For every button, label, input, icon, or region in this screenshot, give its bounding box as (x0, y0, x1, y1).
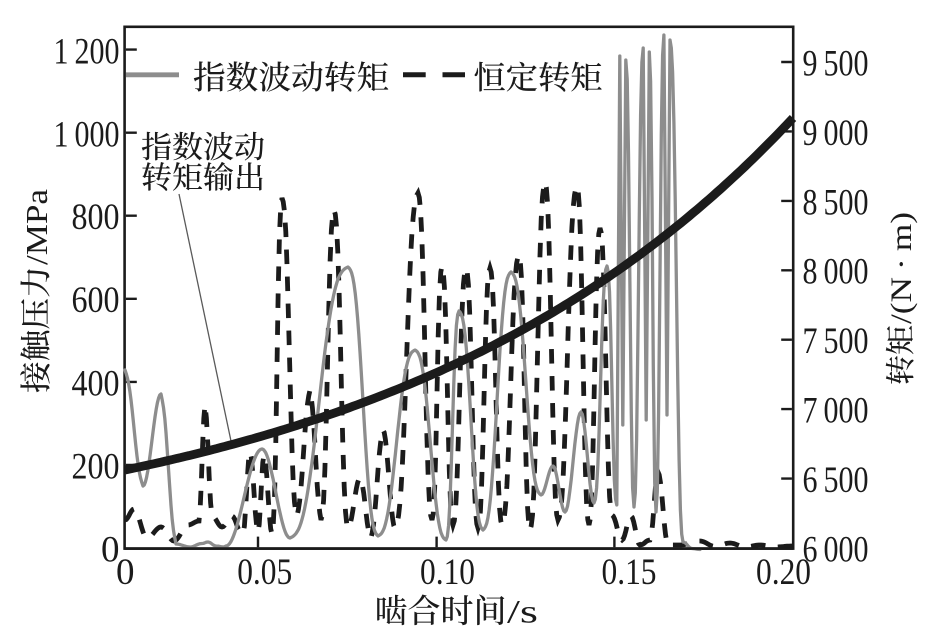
svg-text:1 200: 1 200 (54, 31, 120, 72)
svg-text:8 000: 8 000 (803, 252, 869, 293)
svg-text:9 000: 9 000 (803, 113, 869, 154)
svg-text:/MPa: /MPa (19, 189, 54, 265)
svg-text:7 000: 7 000 (803, 391, 869, 432)
svg-text:1 000: 1 000 (54, 114, 120, 155)
svg-text:7 500: 7 500 (803, 321, 869, 362)
svg-text:9 500: 9 500 (803, 43, 869, 84)
svg-text:/(N · m): /(N · m) (885, 212, 918, 324)
svg-text:/s: /s (507, 595, 538, 631)
svg-text:6 500: 6 500 (803, 460, 869, 501)
svg-text:0.20: 0.20 (756, 552, 811, 593)
svg-text:0: 0 (101, 529, 120, 570)
svg-text:200: 200 (72, 446, 120, 487)
svg-text:600: 600 (72, 280, 120, 321)
svg-text:0: 0 (116, 552, 135, 593)
svg-text:0.10: 0.10 (420, 552, 475, 593)
svg-text:800: 800 (72, 197, 120, 238)
svg-text:0.05: 0.05 (237, 552, 292, 593)
svg-text:8 500: 8 500 (803, 182, 869, 223)
svg-text:400: 400 (72, 363, 120, 404)
svg-text:0.15: 0.15 (602, 552, 657, 593)
svg-text:6 000: 6 000 (803, 529, 869, 570)
